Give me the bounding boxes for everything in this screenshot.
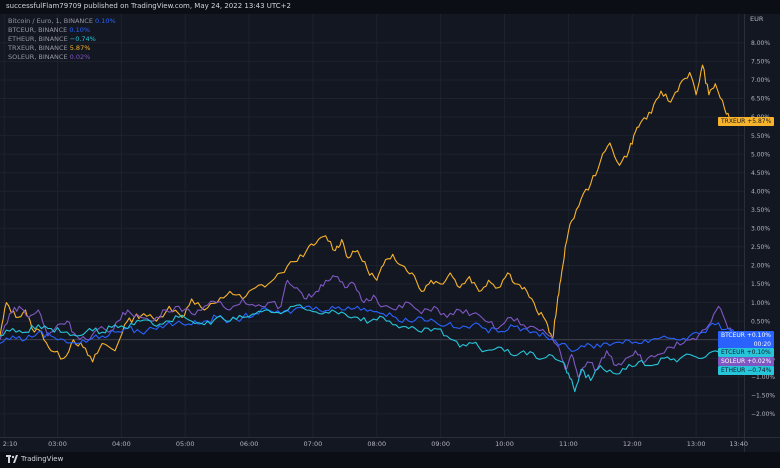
y-tick-label: 1.00% [751, 300, 770, 307]
y-axis-label: EUR [750, 15, 764, 23]
price-tag-trxeur: TRXEUR +5.87% [718, 117, 775, 127]
brand-name: TradingView [21, 455, 64, 463]
series-line-trxeur[interactable] [0, 64, 739, 363]
price-scale[interactable] [744, 14, 780, 452]
legend-name: ETHEUR, BINANCE [8, 35, 68, 43]
price-tag-value: +0.10% [746, 349, 771, 357]
y-tick-label: 4.00% [751, 188, 770, 195]
price-tag-symbol: ETHEUR [721, 367, 748, 375]
price-tag-etceur: ETCEUR +0.10% [718, 348, 774, 358]
legend-value: 0.02% [69, 53, 91, 61]
x-tick-label: 03:00 [48, 440, 67, 448]
series-line-etheur[interactable] [0, 304, 739, 393]
legend-value: 0.10% [69, 26, 91, 34]
x-tick-label: 2:10 [3, 440, 18, 448]
y-tick-label: −1.50% [751, 393, 775, 400]
x-tick-label: 06:00 [240, 440, 259, 448]
legend-item-trxeur[interactable]: TRXEUR, BINANCE 5.87% [8, 44, 90, 52]
tradingview-logo-icon [6, 455, 18, 463]
series-line-btceur[interactable] [0, 305, 738, 352]
x-tick-label: 10:00 [495, 440, 514, 448]
x-tick-label: 13:40 [729, 440, 748, 448]
x-tick-label: 12:00 [623, 440, 642, 448]
y-tick-label: 1.50% [751, 281, 770, 288]
price-tag-symbol: TRXEUR [721, 118, 748, 126]
y-tick-label: −1.00% [751, 374, 775, 381]
legend-item-main[interactable]: Bitcoin / Euro, 1, BINANCE 0.10% [8, 17, 116, 25]
legend-item-btceur[interactable]: BTCEUR, BINANCE 0.10% [8, 26, 90, 34]
y-tick-label: 6.50% [751, 96, 770, 103]
price-tag-value: +0.10% [746, 332, 771, 340]
footer-bar [0, 452, 780, 468]
y-tick-label: 5.00% [751, 151, 770, 158]
price-tag-value: −0.74% [747, 367, 772, 375]
legend-item-etheur[interactable]: ETHEUR, BINANCE −0.74% [8, 35, 96, 43]
x-tick-label: 09:00 [431, 440, 450, 448]
y-tick-label: 5.50% [751, 133, 770, 140]
price-tag-soleur: SOLEUR +0.02% [718, 357, 775, 367]
series-line-soleur[interactable] [0, 275, 738, 378]
x-tick-label: 04:00 [112, 440, 131, 448]
x-tick-label: 11:00 [559, 440, 578, 448]
price-tag-value: +5.87% [747, 118, 772, 126]
x-tick-label: 13:00 [687, 440, 706, 448]
price-tag-countdown: 00:20 [753, 341, 771, 349]
legend-name: TRXEUR, BINANCE [8, 44, 68, 52]
y-tick-label: 8.00% [751, 40, 770, 47]
legend-name: BTCEUR, BINANCE [8, 26, 68, 34]
price-tag-symbol: ETCEUR [721, 349, 747, 357]
y-tick-label: 2.50% [751, 244, 770, 251]
legend-value: 0.10% [95, 17, 116, 25]
price-tag-btceur: BTCEUR +0.10% 00:20 [718, 331, 774, 349]
price-tag-value: +0.02% [747, 358, 772, 366]
brand[interactable]: TradingView [6, 455, 63, 463]
y-tick-label: 3.00% [751, 226, 770, 233]
legend-value: −0.74% [69, 35, 96, 43]
legend-name: Bitcoin / Euro, 1, BINANCE [8, 17, 93, 25]
y-tick-label: 7.00% [751, 77, 770, 84]
price-tag-symbol: SOLEUR [721, 358, 748, 366]
publish-info: successfulFlam79709 published on Trading… [6, 2, 291, 10]
y-tick-label: 7.50% [751, 59, 770, 66]
y-tick-label: 4.50% [751, 170, 770, 177]
y-tick-label: −2.00% [751, 411, 775, 418]
y-tick-label: 0.50% [751, 318, 770, 325]
price-tag-symbol: BTCEUR [721, 332, 747, 340]
publish-bar [0, 0, 780, 14]
legend-value: 5.87% [69, 44, 91, 52]
legend-name: SOLEUR, BINANCE [8, 53, 68, 61]
x-tick-label: 08:00 [367, 440, 386, 448]
y-tick-label: 3.50% [751, 207, 770, 214]
y-tick-label: 2.00% [751, 263, 770, 270]
legend-item-soleur[interactable]: SOLEUR, BINANCE 0.02% [8, 53, 90, 61]
x-tick-label: 07:00 [304, 440, 323, 448]
x-tick-label: 05:00 [176, 440, 195, 448]
price-tag-etheur: ETHEUR −0.74% [718, 366, 775, 376]
